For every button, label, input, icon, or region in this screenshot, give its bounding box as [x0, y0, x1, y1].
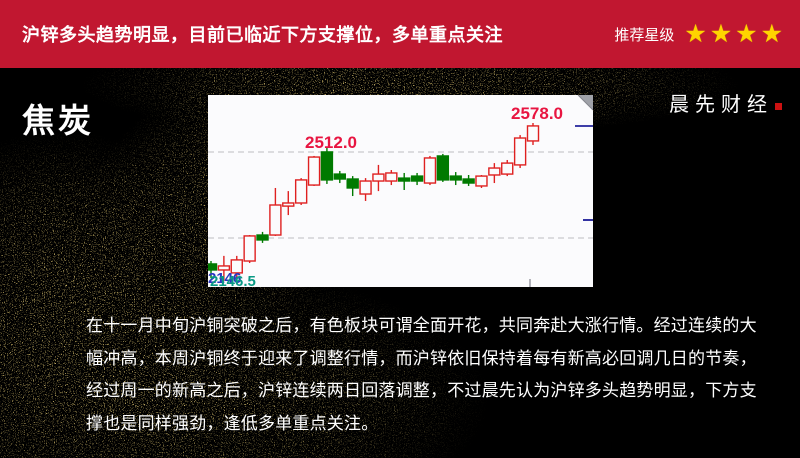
- candle-body: [333, 173, 347, 180]
- page-title: 焦炭: [22, 102, 94, 139]
- candle-body: [269, 204, 282, 236]
- candle-body: [256, 234, 269, 241]
- rating-label: 推荐星级: [614, 26, 675, 44]
- candle-body: [436, 155, 450, 181]
- candle-body: [282, 202, 295, 207]
- candle-body: [397, 177, 411, 182]
- high-price-label: 2578.0: [511, 104, 563, 123]
- candle-body: [208, 263, 218, 271]
- candle-body: [449, 175, 462, 181]
- banner-headline: 沪锌多头趋势明显，目前已临近下方支撑位，多单重点关注: [22, 25, 503, 45]
- paragraph-line: 经过周一的新高之后，沪锌连续两日回落调整，不过晨先认为沪锌多头趋势明显，下方支: [86, 381, 757, 401]
- candle-body: [488, 167, 501, 176]
- candle-body: [513, 137, 527, 166]
- brand-red-square-icon: [775, 103, 782, 110]
- candle-body: [359, 180, 372, 195]
- paragraph-line: 撑也是同样强劲，逢低多单重点关注。: [86, 414, 379, 434]
- folded-corner-edge: [577, 95, 593, 111]
- paragraph-line: 幅冲高，本周沪铜终于迎来了调整行情，而沪锌依旧保持着每有新高必回调几日的节奏，: [86, 348, 757, 368]
- candle-body: [372, 173, 385, 182]
- candle-body: [423, 157, 437, 184]
- candle-body: [462, 178, 475, 184]
- candle-body: [243, 235, 256, 262]
- paragraph-line: 在十一月中旬沪铜突破之后，有色板块可谓全面开花，共同奔赴大涨行情。经过连续的大: [86, 316, 757, 335]
- candle-body: [294, 179, 308, 204]
- brand-name: 晨先财经: [669, 94, 773, 116]
- top-banner: 沪锌多头趋势明显，目前已临近下方支撑位，多单重点关注 推荐星级 ★★★★: [0, 0, 800, 68]
- candle-body: [475, 175, 488, 187]
- brand-logo: 晨先财经: [669, 88, 782, 117]
- candle-body: [230, 259, 243, 274]
- candlestick-chart: 2512.0 2578.0 2146 2146.5: [208, 95, 593, 287]
- candle-body: [217, 265, 231, 271]
- commentary-paragraph: 在十一月中旬沪铜突破之后，有色板块可谓全面开花，共同奔赴大涨行情。经过连续的大 …: [86, 310, 757, 441]
- candle-body: [346, 178, 359, 189]
- candle-body: [526, 125, 540, 142]
- candle-body: [307, 156, 321, 186]
- candle-body: [385, 172, 398, 182]
- candle-body: [320, 151, 334, 181]
- candle-body: [410, 175, 424, 182]
- low-price-label-teal: 2146.5: [210, 273, 256, 287]
- candle-body: [501, 162, 514, 175]
- star-rating-icons: ★★★★: [684, 19, 786, 48]
- peak-price-label: 2512.0: [305, 133, 357, 152]
- rating: 推荐星级 ★★★★: [614, 19, 786, 48]
- low-price-label-blue: 2146: [208, 270, 241, 287]
